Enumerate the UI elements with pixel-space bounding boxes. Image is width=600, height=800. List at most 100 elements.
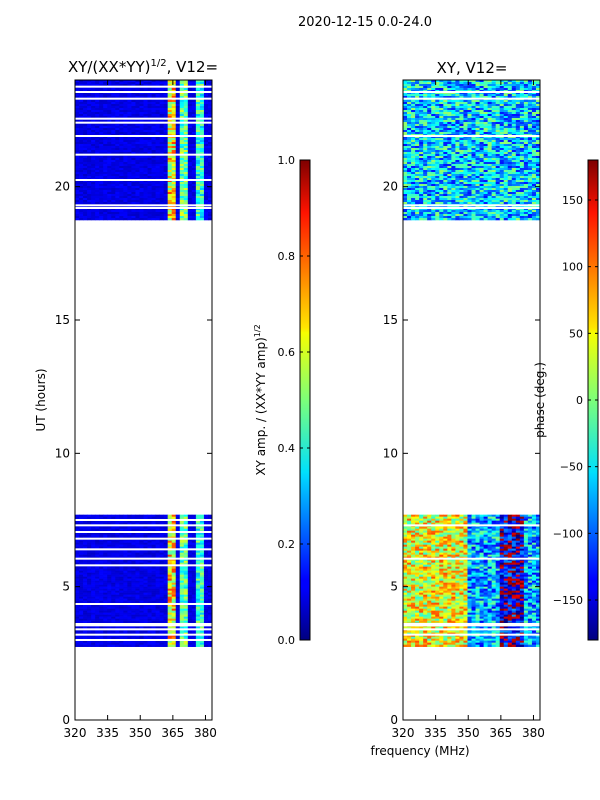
amplitude-heatmap-cell xyxy=(183,592,189,595)
amplitude-heatmap-cell xyxy=(135,588,140,591)
amplitude-heatmap-cell xyxy=(115,538,120,541)
amplitude-heatmap-cell xyxy=(123,558,128,561)
amplitude-heatmap-cell xyxy=(95,212,100,215)
amplitude-heatmap-cell xyxy=(195,190,201,193)
amplitude-heatmap-cell xyxy=(139,586,144,589)
amplitude-heatmap-cell xyxy=(195,84,201,87)
amplitude-heatmap-cell xyxy=(115,642,120,645)
amplitude-heatmap-cell xyxy=(95,112,100,115)
amplitude-heatmap-cell xyxy=(75,598,80,601)
amplitude-heatmap-cell xyxy=(131,634,136,637)
amplitude-heatmap-cell xyxy=(135,558,140,561)
amplitude-heatmap-cell xyxy=(79,572,84,575)
amplitude-heatmap-cell xyxy=(151,552,156,555)
amplitude-heatmap-cell xyxy=(207,102,212,105)
amplitude-heatmap-cell xyxy=(91,554,96,557)
amplitude-heatmap-cell xyxy=(91,104,96,107)
amplitude-heatmap-cell xyxy=(123,112,128,115)
amplitude-heatmap-cell xyxy=(103,148,108,151)
amplitude-heatmap-cell xyxy=(123,620,128,623)
amplitude-heatmap-cell xyxy=(171,216,177,219)
amplitude-heatmap-cell xyxy=(187,532,193,535)
amplitude-heatmap-cell xyxy=(83,568,88,571)
amplitude-heatmap-cell xyxy=(175,182,181,185)
amplitude-heatmap-cell xyxy=(91,608,96,611)
amplitude-heatmap-cell xyxy=(87,92,92,95)
amplitude-heatmap-cell xyxy=(163,84,169,87)
amplitude-heatmap-cell xyxy=(103,172,108,175)
amplitude-heatmap-cell xyxy=(147,626,152,629)
amplitude-heatmap-cell xyxy=(207,114,212,117)
amplitude-heatmap-cell xyxy=(135,540,140,543)
amplitude-heatmap-cell xyxy=(143,542,148,545)
amplitude-heatmap-cell xyxy=(103,578,108,581)
amplitude-heatmap-cell xyxy=(135,138,140,141)
amplitude-heatmap-cell xyxy=(203,582,209,585)
amplitude-heatmap-cell xyxy=(183,612,189,615)
amplitude-heatmap-cell xyxy=(131,600,136,603)
amplitude-heatmap-cell xyxy=(123,120,128,123)
amplitude-heatmap-cell xyxy=(207,170,212,173)
amplitude-heatmap-cell xyxy=(159,644,165,647)
amplitude-heatmap-cell xyxy=(115,618,120,621)
amplitude-heatmap-cell xyxy=(127,160,132,163)
amplitude-heatmap-cell xyxy=(87,546,92,549)
amplitude-heatmap-cell xyxy=(167,614,173,617)
amplitude-heatmap-cell xyxy=(111,540,116,543)
amplitude-heatmap-cell xyxy=(207,558,212,561)
amplitude-heatmap-cell xyxy=(147,608,152,611)
amplitude-heatmap-cell xyxy=(155,610,161,613)
amplitude-heatmap-cell xyxy=(147,542,152,545)
amplitude-heatmap-cell xyxy=(111,616,116,619)
amplitude-heatmap-cell xyxy=(191,218,197,221)
amplitude-heatmap-cell xyxy=(87,528,92,531)
amplitude-heatmap-cell xyxy=(103,618,108,621)
amplitude-heatmap-cell xyxy=(119,606,124,609)
amplitude-heatmap-cell xyxy=(155,108,161,111)
amplitude-heatmap-cell xyxy=(131,540,136,543)
amplitude-heatmap-cell xyxy=(107,158,112,161)
phase-heatmap-cell xyxy=(447,514,452,517)
amplitude-heatmap-cell xyxy=(91,128,96,131)
amplitude-heatmap-cell xyxy=(155,92,161,95)
amplitude-heatmap-cell xyxy=(199,140,205,143)
amplitude-heatmap-cell xyxy=(123,108,128,111)
amplitude-heatmap-cell xyxy=(203,96,209,99)
amplitude-heatmap-cell xyxy=(99,128,104,131)
amplitude-heatmap-cell xyxy=(83,586,88,589)
amplitude-heatmap-cell xyxy=(207,156,212,159)
amplitude-heatmap-cell xyxy=(103,114,108,117)
amplitude-heatmap-cell xyxy=(187,552,193,555)
amplitude-heatmap-cell xyxy=(119,96,124,99)
amplitude-heatmap-cell xyxy=(183,200,189,203)
amplitude-heatmap-cell xyxy=(111,590,116,593)
amplitude-heatmap-cell xyxy=(103,616,108,619)
amplitude-heatmap-cell xyxy=(159,640,165,643)
amplitude-heatmap-cell xyxy=(123,606,128,609)
amplitude-heatmap-cell xyxy=(99,644,104,647)
amplitude-heatmap-cell xyxy=(111,604,116,607)
amplitude-heatmap-cell xyxy=(163,578,169,581)
amplitude-heatmap-cell xyxy=(199,540,205,543)
amplitude-heatmap-cell xyxy=(119,642,124,645)
amplitude-heatmap-cell xyxy=(199,158,205,161)
amplitude-heatmap-cell xyxy=(75,106,80,109)
amplitude-heatmap-cell xyxy=(147,610,152,613)
amplitude-heatmap-cell xyxy=(99,616,104,619)
amplitude-heatmap-cell xyxy=(151,144,156,147)
amplitude-heatmap-cell xyxy=(75,574,80,577)
amplitude-heatmap-cell xyxy=(187,120,193,123)
amplitude-heatmap-cell xyxy=(127,634,132,637)
amplitude-heatmap-cell xyxy=(127,604,132,607)
amplitude-heatmap-cell xyxy=(203,528,209,531)
amplitude-heatmap-cell xyxy=(175,584,181,587)
amplitude-heatmap-cell xyxy=(191,620,197,623)
phase-heatmap-cell xyxy=(523,518,529,521)
amplitude-heatmap-cell xyxy=(79,596,84,599)
amplitude-heatmap-cell xyxy=(95,600,100,603)
amplitude-heatmap-cell xyxy=(159,146,165,149)
amplitude-heatmap-cell xyxy=(183,176,189,179)
amplitude-heatmap-cell xyxy=(159,126,165,129)
amplitude-heatmap-cell xyxy=(207,610,212,613)
amplitude-heatmap-cell xyxy=(91,596,96,599)
